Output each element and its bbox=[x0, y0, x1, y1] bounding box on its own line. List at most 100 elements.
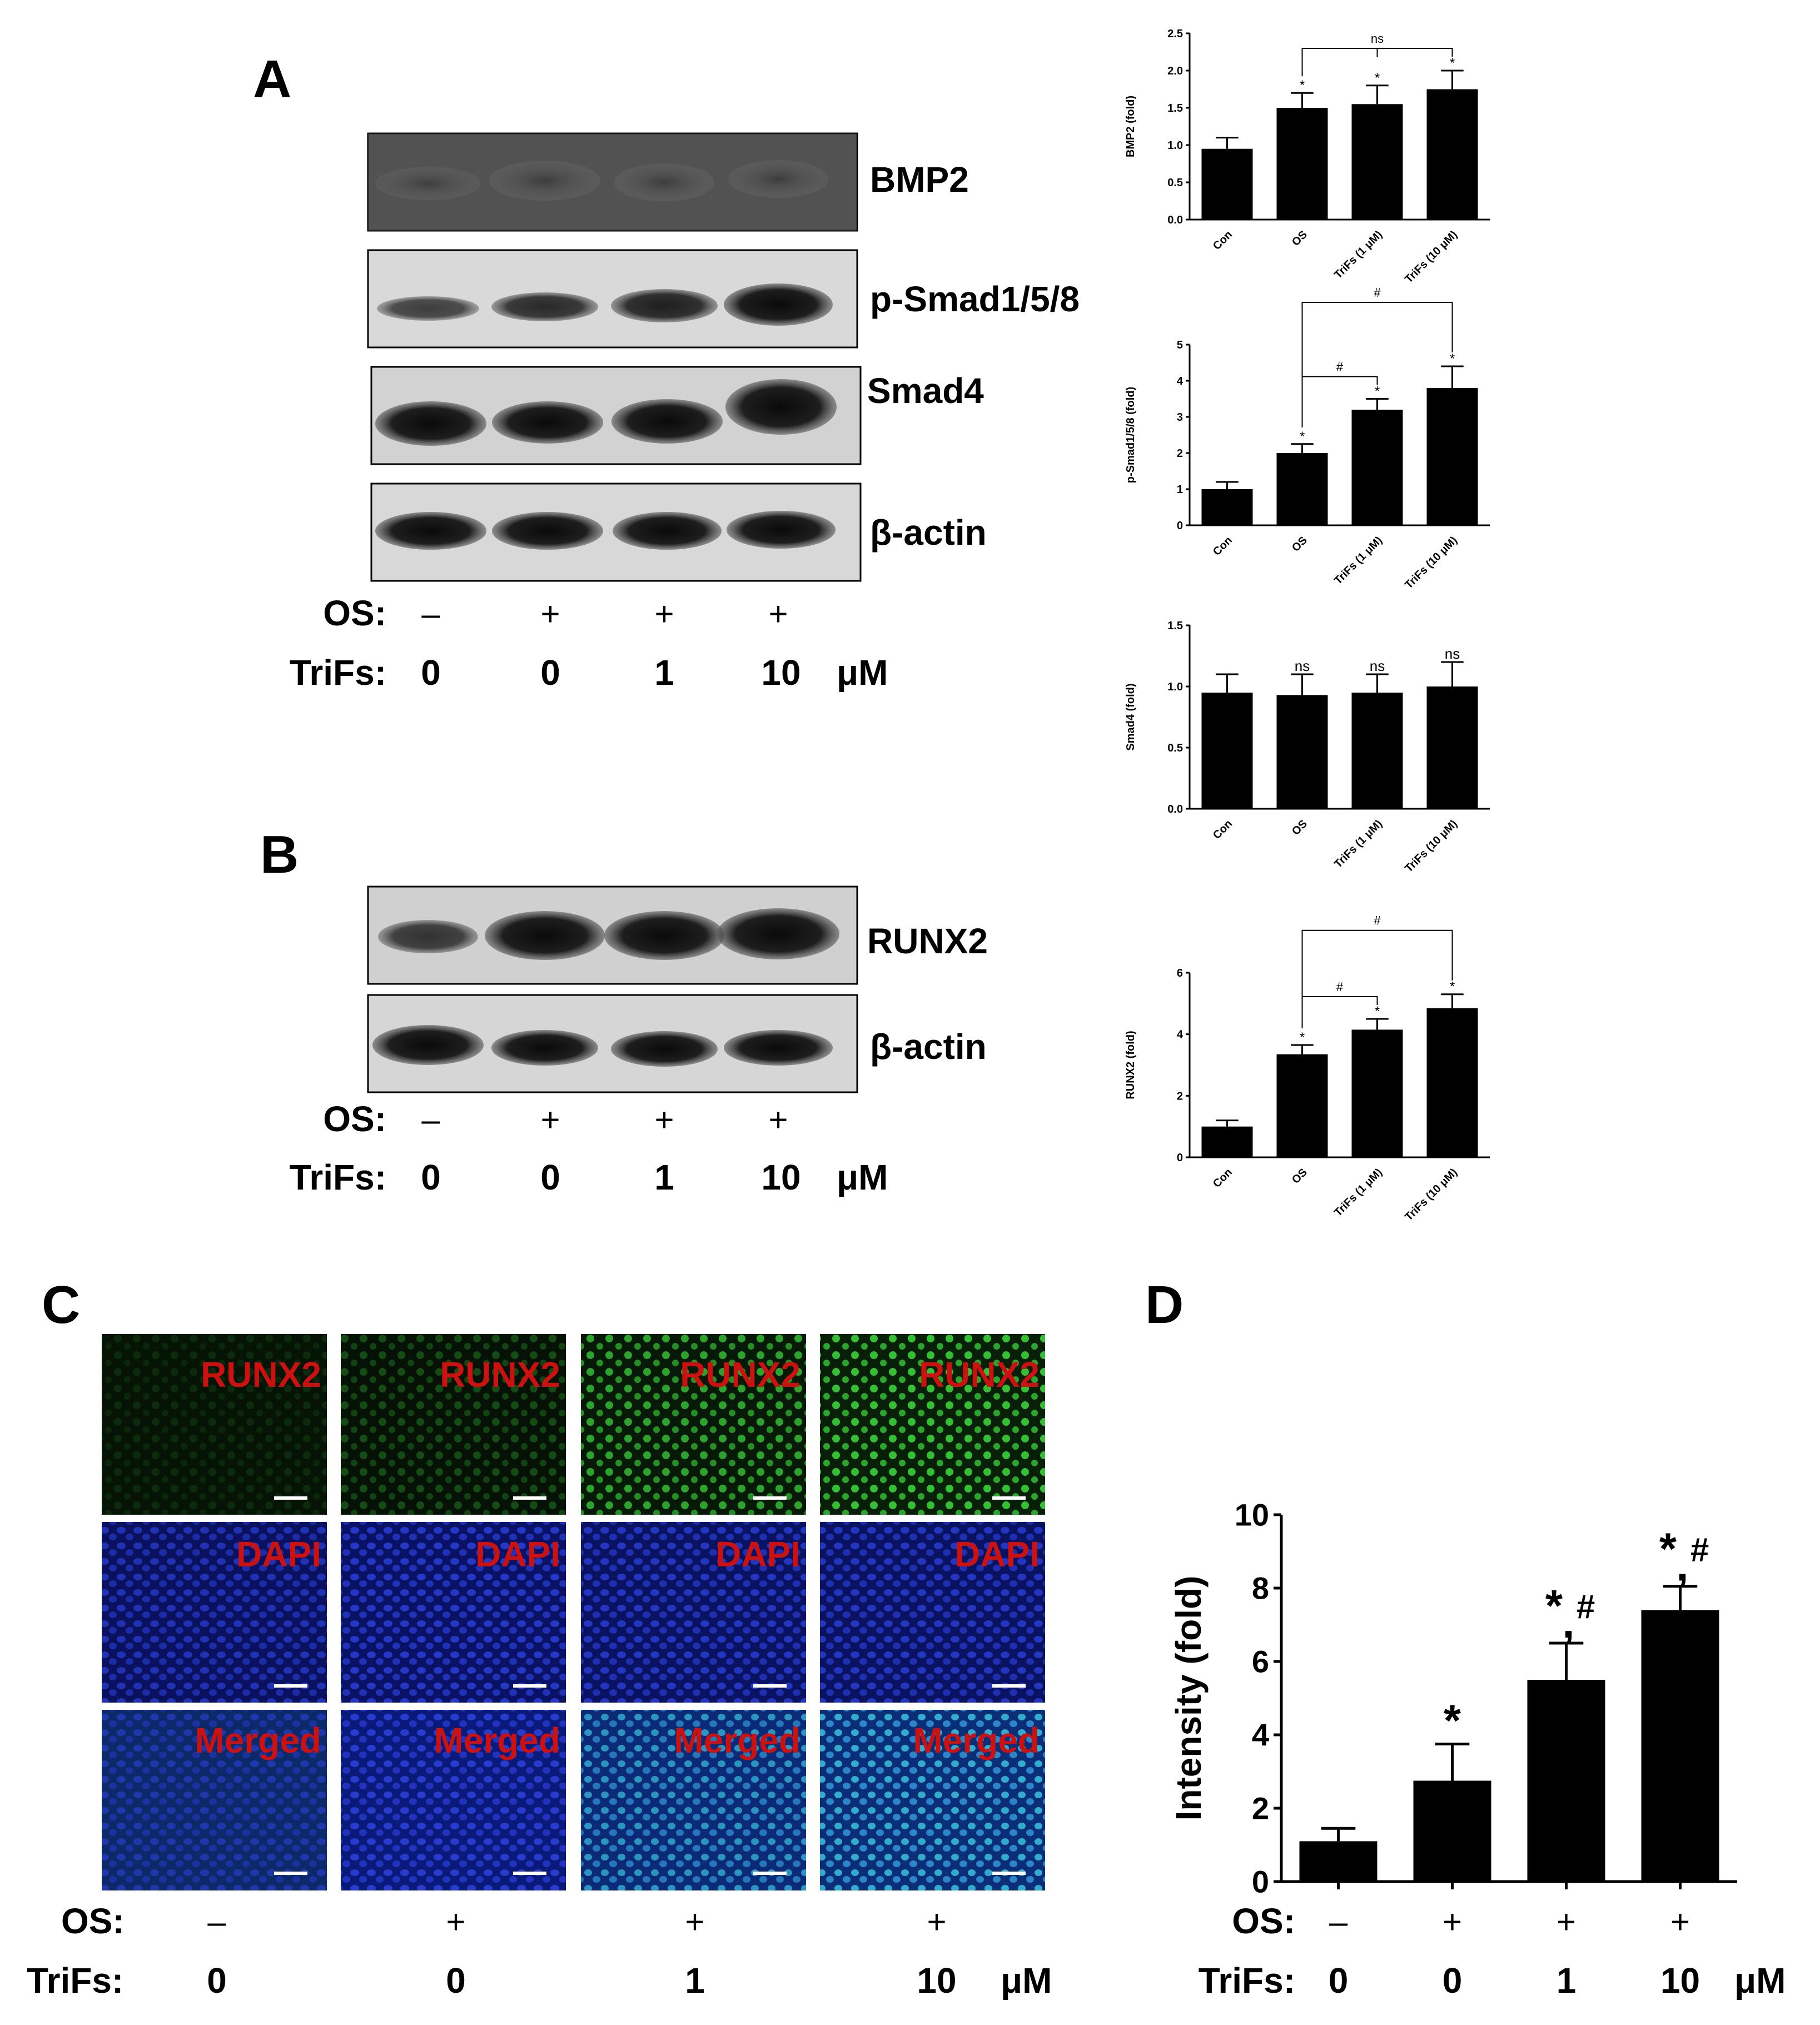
if-tile-runx2-3 bbox=[820, 1334, 1045, 1515]
blot-strip-bmp2 bbox=[367, 132, 858, 232]
y-tick-label: 1.5 bbox=[1167, 620, 1183, 632]
y-tick-label: 2.0 bbox=[1167, 65, 1183, 77]
os-value-c-1: + bbox=[446, 1903, 465, 1941]
chart-psmad: 0 1 2 3 4 5 p-Smad1/5/8 (fold) Con * OS * TriFs (1 … bbox=[1125, 286, 1490, 591]
bar bbox=[1426, 89, 1478, 220]
blot-b: RUNX2 β-actin OS: – + + + TriFs: 0 0 1 1… bbox=[290, 885, 988, 1197]
trifs-value-b-0: 0 bbox=[421, 1157, 441, 1197]
blot-label-bmp2: BMP2 bbox=[870, 160, 969, 200]
y-axis-label: p-Smad1/5/8 (fold) bbox=[1125, 387, 1137, 483]
y-tick-label: 5 bbox=[1177, 339, 1183, 351]
significance-mark: , bbox=[1676, 1541, 1688, 1590]
y-tick-label: 0.5 bbox=[1167, 177, 1183, 189]
trifs-value-b-1: 0 bbox=[540, 1157, 560, 1197]
trifs-unit-d: μM bbox=[1734, 1961, 1786, 2001]
os-value-b-3: + bbox=[768, 1101, 788, 1138]
y-tick-label: 6 bbox=[1252, 1644, 1269, 1679]
y-tick-label: 6 bbox=[1177, 967, 1183, 979]
significance-mark: * bbox=[1450, 351, 1455, 366]
x-tick-label: TriFs (10 μM) bbox=[1403, 228, 1460, 286]
blot-strip-actin-b bbox=[367, 994, 858, 1093]
blot-strip-actin-a bbox=[370, 482, 862, 582]
significance-mark: * bbox=[1375, 71, 1380, 86]
y-tick-label: 1.0 bbox=[1167, 140, 1183, 152]
bar bbox=[1641, 1610, 1719, 1882]
os-label-d: OS: bbox=[1232, 1901, 1295, 1941]
os-value-c-2: + bbox=[685, 1903, 704, 1941]
bar bbox=[1351, 1029, 1403, 1157]
x-tick-label: TriFs (1 μM) bbox=[1332, 228, 1385, 281]
y-tick-label: 2 bbox=[1252, 1791, 1269, 1826]
blot-strip-smad4 bbox=[370, 366, 862, 465]
trifs-value-a-2: 1 bbox=[654, 653, 674, 693]
x-tick-label: Con bbox=[1211, 534, 1235, 558]
x-tick-label: TriFs (10 μM) bbox=[1403, 534, 1460, 591]
significance-mark: * bbox=[1300, 429, 1305, 444]
significance-mark: * bbox=[1659, 1524, 1677, 1574]
os-value-a-2: + bbox=[654, 595, 674, 633]
significance-mark: * bbox=[1375, 1004, 1380, 1019]
bar bbox=[1276, 108, 1328, 220]
trifs-unit-b: μM bbox=[837, 1157, 888, 1197]
os-value-b-1: + bbox=[540, 1101, 560, 1138]
y-tick-label: 2 bbox=[1177, 1090, 1183, 1102]
y-tick-label: 4 bbox=[1177, 1029, 1184, 1041]
significance-mark: * bbox=[1545, 1581, 1563, 1630]
bar bbox=[1426, 388, 1478, 525]
y-tick-label: 2.5 bbox=[1167, 28, 1183, 40]
x-tick-label: OS bbox=[1290, 534, 1310, 554]
if-tile-dapi-2 bbox=[581, 1522, 806, 1703]
bar bbox=[1351, 104, 1403, 220]
panel-label-a: A bbox=[253, 49, 291, 109]
significance-mark: ns bbox=[1295, 658, 1310, 674]
chart-bmp2: 0.0 0.5 1.0 1.5 2.0 2.5 BMP2 (fold) Con * OS * TriF… bbox=[1125, 28, 1490, 286]
y-tick-label: 3 bbox=[1177, 411, 1183, 424]
x-tick-label: Con bbox=[1211, 228, 1235, 252]
if-label-merged-3: Merged bbox=[913, 1720, 1040, 1760]
blot-label-runx2: RUNX2 bbox=[867, 921, 988, 961]
os-value-d: + bbox=[1443, 1903, 1462, 1941]
y-tick-label: 4 bbox=[1252, 1718, 1269, 1753]
blot-label-smad4: Smad4 bbox=[867, 371, 984, 411]
x-tick-label: Con bbox=[1211, 818, 1235, 842]
x-tick-label: TriFs (1 μM) bbox=[1332, 818, 1385, 870]
x-tick-label: 1 bbox=[1557, 1961, 1577, 2001]
trifs-unit-a: μM bbox=[837, 653, 888, 693]
bracket-label: ns bbox=[1371, 32, 1384, 46]
if-label-dapi-0: DAPI bbox=[236, 1534, 321, 1574]
panel-label-b: B bbox=[260, 825, 299, 884]
y-axis-label: RUNX2 (fold) bbox=[1125, 1031, 1137, 1099]
panel-label-c: C bbox=[42, 1275, 80, 1335]
os-value-a-3: + bbox=[768, 595, 788, 633]
trifs-value-c-0: 0 bbox=[207, 1961, 227, 2001]
blot-strip-runx2 bbox=[367, 885, 858, 985]
x-tick-label: TriFs (1 μM) bbox=[1332, 1166, 1385, 1219]
trifs-value-b-2: 1 bbox=[654, 1157, 674, 1197]
y-tick-label: 0 bbox=[1177, 1152, 1183, 1164]
if-tile-merged-1 bbox=[341, 1710, 566, 1890]
bar bbox=[1276, 453, 1328, 525]
bar bbox=[1426, 1008, 1478, 1157]
bar bbox=[1413, 1780, 1491, 1882]
bracket-label: # bbox=[1336, 980, 1344, 994]
trifs-value-c-3: 10 bbox=[917, 1961, 956, 2001]
os-value-c-0: – bbox=[207, 1903, 226, 1941]
panel-label-d: D bbox=[1145, 1275, 1184, 1335]
if-tile-runx2-1 bbox=[341, 1334, 566, 1515]
y-tick-label: 4 bbox=[1177, 375, 1184, 387]
y-tick-label: 1.0 bbox=[1167, 681, 1183, 693]
trifs-label-d: TriFs: bbox=[1199, 1961, 1295, 2001]
x-tick-label: 0 bbox=[1329, 1961, 1349, 2001]
y-axis-label: Intensity (fold) bbox=[1168, 1576, 1209, 1821]
bar bbox=[1201, 693, 1253, 809]
x-tick-label: OS bbox=[1290, 228, 1310, 248]
bracket-label: # bbox=[1374, 286, 1381, 300]
if-label-runx2-2: RUNX2 bbox=[680, 1355, 800, 1395]
significance-bracket bbox=[1301, 996, 1378, 1029]
os-label-b: OS: bbox=[323, 1099, 386, 1139]
bar bbox=[1299, 1841, 1378, 1882]
bar bbox=[1201, 1126, 1253, 1157]
blot-label-psmad: p-Smad1/5/8 bbox=[870, 279, 1080, 319]
